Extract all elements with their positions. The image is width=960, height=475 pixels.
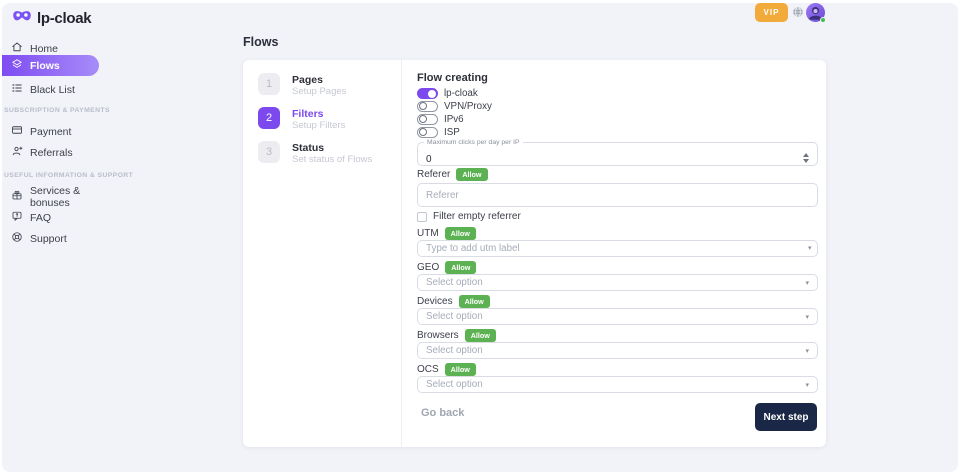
devices-label: Devices <box>417 295 453 307</box>
ocs-allow-badge[interactable]: Allow <box>444 362 476 376</box>
devices-allow-badge[interactable]: Allow <box>458 294 490 308</box>
vip-button[interactable]: VIP <box>755 3 788 22</box>
form-title: Flow creating <box>417 72 488 84</box>
online-status-dot <box>820 17 826 23</box>
chevron-down-icon: ▾ <box>805 313 809 321</box>
sidebar-section-label: SUBSCRIPTION & PAYMENTS <box>2 107 112 114</box>
sidebar-item-black-list[interactable]: Black List <box>2 80 102 99</box>
max-clicks-label: Maximum clicks per day per IP <box>427 139 520 146</box>
step-subtitle: Setup Pages <box>292 86 347 97</box>
filter-empty-referrer-checkbox[interactable]: Filter empty referrer <box>417 211 521 222</box>
ocs-label: OCS <box>417 363 439 375</box>
list-icon <box>11 82 23 97</box>
sidebar-item-label: Flows <box>30 59 60 72</box>
max-clicks-field[interactable]: Maximum clicks per day per IP 0 <box>417 139 818 166</box>
chevron-down-icon: ▾ <box>805 381 809 389</box>
flows-icon <box>11 58 23 73</box>
sidebar-item-support[interactable]: Support <box>2 229 102 248</box>
checkbox-box[interactable] <box>417 211 427 222</box>
home-icon <box>11 41 23 56</box>
chat-question-icon <box>11 210 23 225</box>
avatar[interactable] <box>806 3 826 23</box>
max-clicks-value[interactable]: 0 <box>426 154 432 165</box>
column-divider <box>401 60 402 447</box>
sidebar-item-label: Support <box>30 232 67 245</box>
geo-label: GEO <box>417 261 440 273</box>
referer-label: Referer <box>417 168 451 180</box>
credit-card-icon <box>11 124 23 139</box>
toggle-ipv6[interactable]: IPv6 <box>417 113 464 125</box>
sidebar-item-services-bonuses[interactable]: Services & bonuses <box>2 184 102 209</box>
geo-allow-badge[interactable]: Allow <box>445 260 477 274</box>
referer-allow-badge[interactable]: Allow <box>456 167 488 181</box>
step-title: Pages <box>292 74 323 86</box>
step-subtitle: Set status of Flows <box>292 154 373 165</box>
sidebar-item-referrals[interactable]: Referrals <box>2 143 102 162</box>
toggle-vpn-proxy[interactable]: VPN/Proxy <box>417 100 492 112</box>
sidebar-item-label: FAQ <box>30 211 52 224</box>
sidebar-item-flows[interactable]: Flows <box>2 55 99 76</box>
sidebar-item-label: Home <box>30 42 59 55</box>
add-user-icon <box>11 145 23 160</box>
gift-icon <box>11 189 23 204</box>
sidebar-item-label: Payment <box>30 125 72 138</box>
sidebar-item-label: Referrals <box>30 146 73 159</box>
chevron-down-icon: ▾ <box>808 245 812 252</box>
step-number: 1 <box>258 73 280 95</box>
sidebar-item-label: Services & bonuses <box>30 184 81 209</box>
chevron-down-icon: ▾ <box>805 347 809 355</box>
toggle-switch-off[interactable] <box>417 126 438 138</box>
step-number: 2 <box>258 107 280 129</box>
logo[interactable]: lp-cloak <box>12 8 92 28</box>
geo-select[interactable]: Select option ▾ <box>417 274 818 291</box>
page-title: Flows <box>243 35 279 49</box>
step-subtitle: Setup Filters <box>292 120 346 131</box>
sidebar-item-payment[interactable]: Payment <box>2 122 102 141</box>
toggle-switch-off[interactable] <box>417 113 438 125</box>
sidebar-item-faq[interactable]: FAQ <box>2 208 102 227</box>
step-pages[interactable]: 1 Pages Setup Pages <box>258 73 346 98</box>
sidebar-item-home[interactable]: Home <box>2 39 102 58</box>
sidebar-section-label: USEFUL INFORMATION & SUPPORT <box>4 172 134 179</box>
referer-input[interactable] <box>417 183 818 207</box>
browsers-label: Browsers <box>417 329 459 341</box>
flow-creating-card: 1 Pages Setup Pages 2 Filters Setup Filt… <box>243 60 826 447</box>
go-back-link[interactable]: Go back <box>421 407 465 419</box>
step-title: Status <box>292 142 325 154</box>
step-title: Filters <box>292 108 324 120</box>
next-step-button[interactable]: Next step <box>755 403 817 431</box>
life-buoy-icon <box>11 231 23 246</box>
ocs-select[interactable]: Select option ▾ <box>417 376 818 393</box>
utm-allow-badge[interactable]: Allow <box>444 226 476 240</box>
step-status[interactable]: 3 Status Set status of Flows <box>258 141 372 166</box>
globe-icon[interactable] <box>791 5 805 19</box>
utm-label: UTM <box>417 227 439 239</box>
logo-text: lp-cloak <box>37 9 92 27</box>
browsers-allow-badge[interactable]: Allow <box>464 328 496 342</box>
chevron-down-icon: ▾ <box>805 279 809 287</box>
utm-input[interactable] <box>417 240 818 257</box>
sidebar-item-label: Black List <box>30 83 75 96</box>
toggle-isp[interactable]: ISP <box>417 126 460 138</box>
toggle-switch-on[interactable] <box>417 87 438 99</box>
number-stepper-icon[interactable] <box>803 153 809 163</box>
app-background: lp-cloak VIP Home <box>2 3 958 472</box>
devices-select[interactable]: Select option ▾ <box>417 308 818 325</box>
step-filters[interactable]: 2 Filters Setup Filters <box>258 107 345 132</box>
toggle-switch-off[interactable] <box>417 100 438 112</box>
toggle-lp-cloak[interactable]: lp-cloak <box>417 87 478 99</box>
mask-icon <box>12 8 32 28</box>
browsers-select[interactable]: Select option ▾ <box>417 342 818 359</box>
step-number: 3 <box>258 141 280 163</box>
